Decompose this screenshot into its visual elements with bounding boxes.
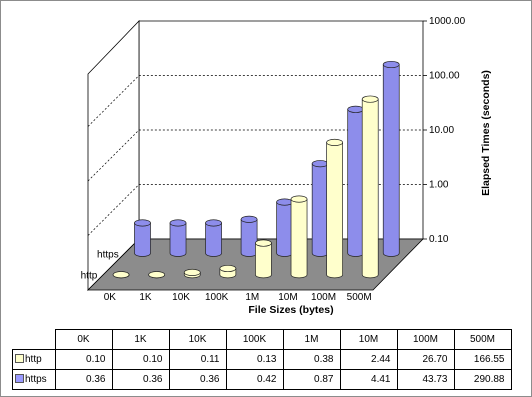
table-column-header: 1M	[282, 329, 341, 350]
table-column-header: 100M	[396, 329, 455, 350]
table-cell: 0.42	[225, 369, 284, 390]
data-table: 0K 1K 10K 100K 1M 10M 100M 500M http 0.10 0.10 0.…	[12, 329, 512, 390]
table-cell: 0.87	[282, 369, 341, 390]
x-tick-label: 100M	[311, 292, 336, 303]
y-tick-label: 100.00	[429, 71, 460, 82]
table-cell: 0.10	[54, 349, 113, 370]
x-tick-label: 10M	[278, 292, 297, 303]
table-cell: 0.13	[225, 349, 284, 370]
http-bar	[326, 138, 343, 279]
table-cell: 2.44	[339, 349, 398, 370]
table-row: http 0.10 0.10 0.11 0.13 0.38 2.44 26.70 166.55	[12, 349, 512, 370]
x-tick-label: 0K	[104, 292, 117, 303]
x-axis-label: File Sizes (bytes)	[248, 304, 333, 316]
y-tick-label: 10.00	[429, 125, 454, 136]
https-bar	[347, 105, 365, 257]
https-series	[134, 60, 400, 257]
table-cell: 4.41	[339, 369, 398, 390]
http-bar	[290, 195, 308, 279]
x-tick-label: 100K	[205, 292, 229, 303]
http-legend-key	[15, 354, 24, 363]
y-axis-ticks: 0.10 1.00 10.00 100.00 1000.00	[423, 16, 466, 245]
http-bar	[148, 271, 166, 279]
table-corner	[13, 330, 56, 350]
x-tick-label: 1K	[139, 292, 152, 303]
table-column-header: 1K	[111, 329, 170, 350]
https-legend-key	[15, 374, 24, 383]
depth-tick-label: https	[97, 249, 119, 260]
table-cell: 290.88	[453, 369, 512, 390]
table-cell: 26.70	[396, 349, 455, 370]
http-bar	[183, 268, 201, 279]
https-bar	[134, 219, 151, 257]
https-bar	[169, 219, 187, 257]
legend-entry-https: https	[12, 369, 56, 390]
table-cell: 0.11	[168, 349, 227, 370]
table-column-header: 10M	[339, 329, 398, 350]
y-axis-label: Elapsed Times (seconds)	[480, 70, 492, 196]
https-bar	[240, 215, 258, 257]
legend-label-http: http	[25, 354, 42, 365]
http-bar	[255, 239, 272, 279]
gridline	[87, 129, 423, 182]
https-bar	[382, 60, 400, 257]
y-tick-label: 1.00	[429, 180, 449, 191]
http-bar	[361, 95, 379, 279]
table-column-header: 0K	[54, 329, 113, 350]
table-cell: 0.38	[282, 349, 341, 370]
table-column-header: 500M	[453, 329, 512, 350]
x-tick-label: 1M	[245, 292, 259, 303]
legend-label-https: https	[25, 374, 47, 385]
http-bar	[112, 271, 130, 279]
x-tick-label: 10K	[172, 292, 190, 303]
legend-entry-http: http	[12, 349, 56, 370]
table-column-header: 100K	[225, 329, 284, 350]
chart-plot: 0.10 1.00 10.00 100.00 1000.00 0K 1K 10K 100K 1M…	[81, 16, 492, 316]
table-cell: 0.10	[111, 349, 170, 370]
y-tick-label: 0.10	[429, 234, 449, 245]
table-row: https 0.36 0.36 0.36 0.42 0.87 4.41 43.73 290.8…	[12, 369, 512, 390]
table-cell: 0.36	[54, 369, 113, 390]
table-header-row: 0K 1K 10K 100K 1M 10M 100M 500M	[13, 329, 512, 350]
depth-axis-ticks: https http	[81, 249, 119, 281]
https-bar	[311, 160, 329, 257]
table-cell: 166.55	[453, 349, 512, 370]
http-series	[112, 95, 379, 279]
https-bar	[205, 219, 222, 257]
depth-tick-label: http	[81, 271, 98, 282]
table-cell: 43.73	[396, 369, 455, 390]
y-tick-label: 1000.00	[429, 16, 466, 27]
gridline	[87, 75, 423, 127]
x-axis-ticks: 0K 1K 10K 100K 1M 10M 100M 500M	[104, 292, 372, 303]
x-tick-label: 500M	[347, 292, 372, 303]
table-cell: 0.36	[111, 369, 170, 390]
table-column-header: 10K	[168, 329, 227, 350]
https-bar	[276, 198, 293, 257]
http-bar	[219, 264, 237, 279]
table-cell: 0.36	[168, 369, 227, 390]
